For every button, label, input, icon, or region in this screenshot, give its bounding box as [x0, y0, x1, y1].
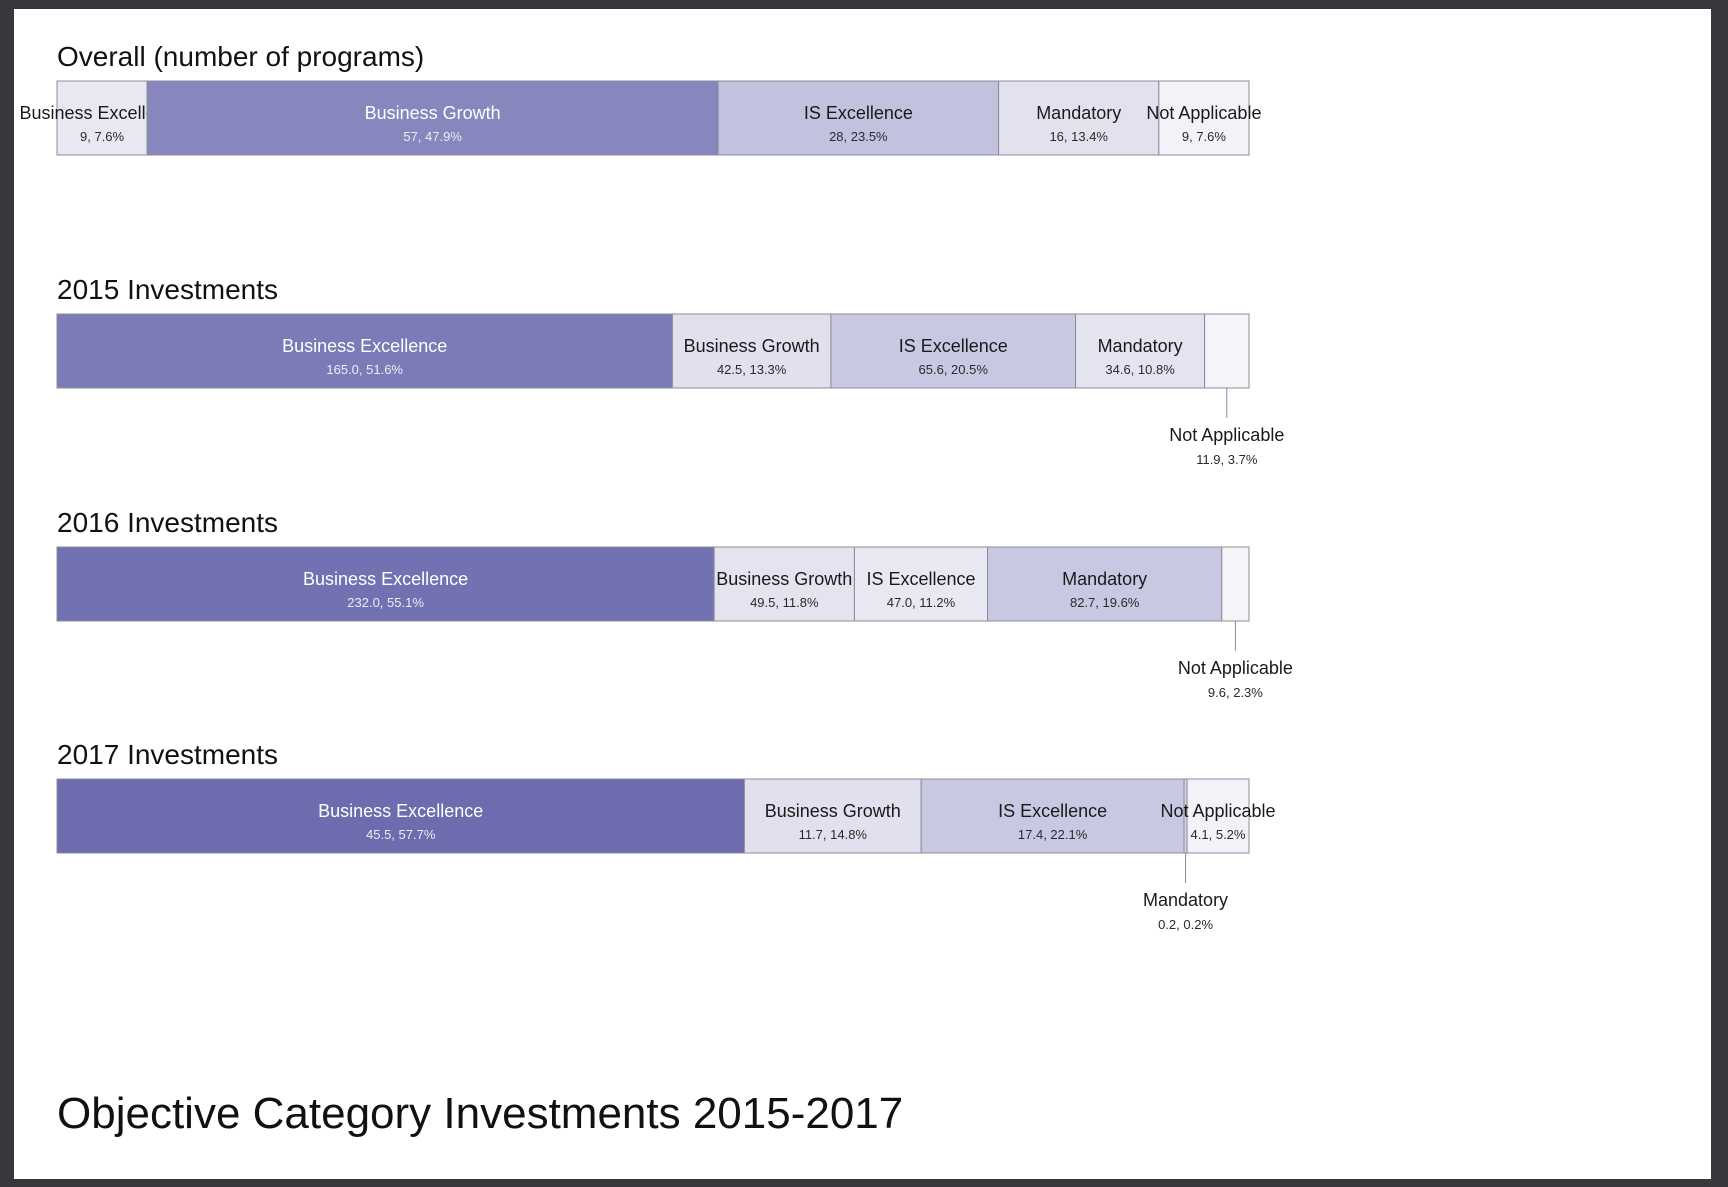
category-label: Not Applicable: [1160, 801, 1275, 821]
value-label: 232.0, 55.1%: [347, 595, 424, 610]
objective-category-charts: Overall (number of programs) Business Exc…: [20, 41, 1293, 932]
category-label: Not Applicable: [1146, 103, 1261, 123]
bar-mandatory: [1075, 313, 1206, 389]
bar-is-excellence: [830, 313, 1077, 389]
bar-business-excellence: [56, 546, 715, 622]
bar-not-applicable: [1186, 778, 1250, 854]
bar-is-excellence: [853, 546, 989, 622]
value-label: 9.6, 2.3%: [1208, 685, 1263, 700]
value-label: 47.0, 11.2%: [887, 595, 956, 610]
category-label: Business Growth: [765, 801, 901, 821]
bar-not-applicable: [1221, 546, 1250, 622]
category-label: IS Excellence: [866, 569, 975, 589]
slide: Overall (number of programs) Business Exc…: [14, 9, 1711, 1179]
category-label: Mandatory: [1143, 890, 1228, 910]
category-label: Business Growth: [365, 103, 501, 123]
category-label: IS Excellence: [804, 103, 913, 123]
category-label: IS Excellence: [998, 801, 1107, 821]
value-label: 9, 7.6%: [80, 129, 125, 144]
value-label: 49.5, 11.8%: [750, 595, 819, 610]
page-title: Objective Category Investments 2015-2017: [57, 1089, 904, 1138]
bar-business-excellence: [56, 778, 745, 854]
value-label: 34.6, 10.8%: [1105, 362, 1175, 377]
category-label: Business Excellence: [20, 103, 185, 123]
bar-business-growth: [671, 313, 832, 389]
bar-business-growth: [713, 546, 855, 622]
chart-title: 2015 Investments: [57, 274, 278, 305]
category-label: Mandatory: [1036, 103, 1121, 123]
bar-not-applicable: [1158, 80, 1250, 156]
bar-mandatory: [987, 546, 1223, 622]
bar-mandatory: [998, 80, 1160, 156]
bar-business-excellence: [56, 80, 148, 156]
value-label: 45.5, 57.7%: [366, 827, 436, 842]
bar-business-growth: [743, 778, 922, 854]
value-label: 165.0, 51.6%: [326, 362, 403, 377]
category-label: Mandatory: [1062, 569, 1147, 589]
value-label: 9, 7.6%: [1182, 129, 1227, 144]
value-label: 65.6, 20.5%: [919, 362, 989, 377]
category-label: Business Excellence: [303, 569, 468, 589]
bar-not-applicable: [1204, 313, 1250, 389]
category-label: Business Excellence: [282, 336, 447, 356]
category-label: Business Excellence: [318, 801, 483, 821]
value-label: 0.2, 0.2%: [1158, 917, 1213, 932]
value-label: 17.4, 22.1%: [1018, 827, 1088, 842]
category-label: Business Growth: [684, 336, 820, 356]
bar-business-excellence: [56, 313, 673, 389]
chart-title: Overall (number of programs): [57, 41, 424, 72]
value-label: 82.7, 19.6%: [1070, 595, 1140, 610]
category-label: Not Applicable: [1169, 425, 1284, 445]
value-label: 4.1, 5.2%: [1191, 827, 1246, 842]
value-label: 28, 23.5%: [829, 129, 888, 144]
value-label: 11.7, 14.8%: [799, 827, 868, 842]
bar-is-excellence: [920, 778, 1185, 854]
bar-business-growth: [146, 80, 719, 156]
category-label: IS Excellence: [899, 336, 1008, 356]
category-label: Not Applicable: [1178, 658, 1293, 678]
value-label: 42.5, 13.3%: [717, 362, 787, 377]
value-label: 57, 47.9%: [403, 129, 462, 144]
chart-title: 2016 Investments: [57, 507, 278, 538]
category-label: Mandatory: [1098, 336, 1183, 356]
value-label: 16, 13.4%: [1049, 129, 1108, 144]
chart-title: 2017 Investments: [57, 739, 278, 770]
category-label: Business Growth: [716, 569, 852, 589]
value-label: 11.9, 3.7%: [1196, 452, 1258, 467]
